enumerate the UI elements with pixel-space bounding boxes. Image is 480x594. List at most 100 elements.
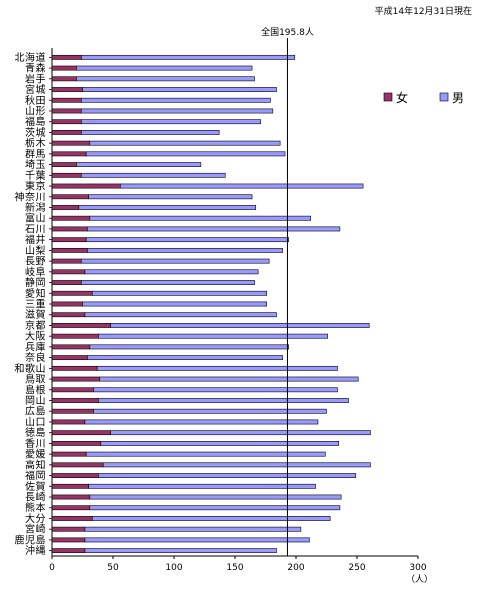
bar-male <box>84 537 310 543</box>
category-label: 沖縄 <box>25 544 46 557</box>
category-label: 神奈川 <box>15 190 47 203</box>
bar-female <box>51 408 94 414</box>
category-label: 山梨 <box>25 244 46 257</box>
category-label: 山形 <box>25 105 46 117</box>
bar-male <box>88 483 316 489</box>
reference-label: 全国195.8人 <box>261 26 314 38</box>
x-tick-label: 100 <box>165 563 182 573</box>
bar-male <box>87 247 283 253</box>
x-tick-label: 300 <box>409 563 426 573</box>
category-label: 広島 <box>25 405 46 418</box>
bar-male <box>85 237 289 243</box>
bar-male <box>76 162 202 167</box>
x-tick-label: 150 <box>226 563 243 573</box>
category-label: 京都 <box>25 319 46 332</box>
bar-female <box>51 130 82 135</box>
bar-female <box>51 398 99 403</box>
bar-female <box>51 76 77 82</box>
bar-male <box>98 473 357 478</box>
category-label: 和歌山 <box>15 362 47 375</box>
bar-male <box>89 344 289 350</box>
bar-female <box>51 483 89 489</box>
bar-male <box>110 323 370 328</box>
legend-swatch-female <box>383 92 393 102</box>
bar-male <box>98 398 349 403</box>
bar-female <box>51 376 100 382</box>
bar-female <box>51 537 86 543</box>
bar-female <box>51 247 88 253</box>
bar-male <box>91 290 268 296</box>
bar-female <box>51 54 82 60</box>
bar-male <box>102 462 371 468</box>
category-label: 奈良 <box>25 351 46 364</box>
category-label: 福岡 <box>25 469 46 482</box>
legend-label-female: 女 <box>396 90 408 105</box>
category-label: 秋田 <box>25 94 46 107</box>
bar-female <box>51 548 86 554</box>
bar-male <box>84 419 319 425</box>
bar-female <box>51 226 88 232</box>
category-label: 群馬 <box>25 147 46 160</box>
bar-female <box>51 65 77 71</box>
bar-male <box>110 430 371 436</box>
bar-male <box>88 194 253 200</box>
bar-female <box>51 194 89 200</box>
bar-female <box>51 526 86 532</box>
category-label: 熊本 <box>25 501 46 514</box>
bar-female <box>51 269 86 275</box>
category-label: 茨城 <box>25 126 46 139</box>
category-label: 岐阜 <box>25 265 46 278</box>
bar-female <box>51 441 102 446</box>
bar-male <box>80 280 255 285</box>
bar-female <box>51 365 98 371</box>
category-label: 山口 <box>25 416 46 428</box>
bar-male <box>76 65 253 71</box>
bar-male <box>76 76 255 82</box>
bar-female <box>51 280 82 285</box>
date-note: 平成14年12月31日現在 <box>374 7 472 17</box>
bar-female <box>51 387 94 393</box>
bar-male <box>120 183 364 189</box>
category-label: 愛媛 <box>25 448 46 461</box>
bar-male <box>84 269 259 275</box>
bar-male <box>89 215 311 221</box>
bar-male <box>96 365 338 371</box>
category-label: 愛知 <box>25 287 46 300</box>
bar-female <box>51 162 77 167</box>
category-label: 大分 <box>25 512 46 525</box>
category-label: 長崎 <box>25 491 46 504</box>
bar-male <box>80 54 296 60</box>
bar-female <box>51 312 86 318</box>
bar-female <box>51 323 111 328</box>
bar-female <box>51 301 83 307</box>
category-label: 滋賀 <box>25 308 46 321</box>
bar-male <box>89 494 342 500</box>
category-label: 東京 <box>25 180 46 193</box>
legend-label-male: 男 <box>452 91 464 105</box>
bar-male <box>82 301 268 307</box>
bar-female <box>51 333 99 339</box>
bar-male <box>87 355 283 361</box>
category-label: 鹿児島 <box>15 533 47 546</box>
category-label: 富山 <box>25 212 46 225</box>
bar-male <box>80 97 271 103</box>
bar-male <box>93 408 327 414</box>
bar-male <box>91 516 331 521</box>
x-tick-label: 50 <box>107 563 119 573</box>
bar-female <box>51 516 93 521</box>
bar-male <box>78 205 257 210</box>
category-label: 新潟 <box>25 201 46 214</box>
bar-male <box>99 376 359 382</box>
bar-female <box>51 473 99 478</box>
bar-male <box>93 387 338 393</box>
x-tick-label: 200 <box>287 563 304 573</box>
legend-swatch-male <box>439 92 449 102</box>
bar-female <box>51 172 82 178</box>
category-label: 宮城 <box>25 83 46 96</box>
category-label: 北海道 <box>15 51 47 64</box>
bar-female <box>51 462 104 468</box>
bar-female <box>51 140 91 146</box>
bar-female <box>51 97 82 103</box>
category-label: 栃木 <box>25 137 46 150</box>
category-label: 岩手 <box>25 72 46 85</box>
